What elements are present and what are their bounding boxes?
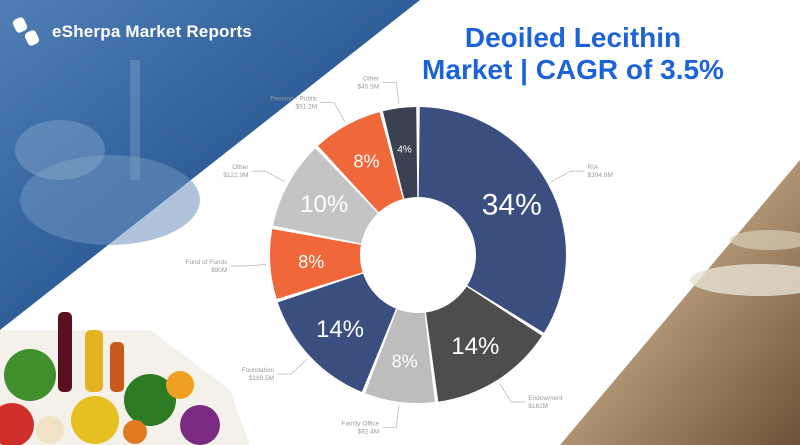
callout-name: Other <box>232 164 249 171</box>
slice-percent-label: 14% <box>451 333 499 360</box>
brand-name: eSherpa Market Reports <box>52 22 252 41</box>
page-title: Deoiled Lecithin Market | CAGR of 3.5% <box>408 22 738 86</box>
slice-percent-label: 10% <box>300 191 348 218</box>
esherpa-s-logo-icon <box>12 17 40 46</box>
callout-value: $169.5M <box>249 375 274 382</box>
callout-value: $90M <box>211 267 227 274</box>
callout-line <box>320 102 346 122</box>
callout-name: Foundation <box>242 367 275 374</box>
title-line-2: Market | CAGR of 3.5% <box>422 54 724 85</box>
donut-slice-8 <box>382 107 418 199</box>
callout-line <box>230 264 267 267</box>
donut-slice-6 <box>272 148 378 244</box>
callout-value: $91.2M <box>295 104 317 111</box>
slice-percent-label: 14% <box>316 316 364 343</box>
callout-value: $161M <box>528 403 548 410</box>
callout-value: $92.4M <box>358 429 380 436</box>
callout-name: Pension - Public <box>270 96 318 103</box>
callout-line <box>382 405 400 429</box>
right-photo-band <box>560 160 800 445</box>
donut-slice-5 <box>270 229 363 300</box>
donut-slice-1 <box>418 107 566 333</box>
brand-header: eSherpa Market Reports <box>10 12 252 52</box>
groceries-photo <box>0 312 250 445</box>
title-line-1: Deoiled Lecithin <box>464 22 682 53</box>
donut-slice-4 <box>277 273 397 392</box>
callout-line <box>277 358 308 375</box>
callout-value: $45.5M <box>358 83 380 90</box>
donut-slice-2 <box>425 286 542 402</box>
donut-slice-7 <box>317 112 403 213</box>
callout-name: Other <box>363 75 380 82</box>
callout-name: Family Office <box>341 421 379 428</box>
callout-name: Fund of Funds <box>185 259 228 266</box>
callout-line <box>382 81 400 105</box>
callout-line <box>551 170 585 183</box>
donut-slice-3 <box>365 309 435 403</box>
callout-line <box>499 383 526 403</box>
callout-value: $394.8M <box>587 172 612 179</box>
callout-name: Endowment <box>528 395 563 402</box>
slice-percent-label: 8% <box>353 152 379 172</box>
slice-percent-label: 4% <box>397 144 412 155</box>
callout-value: $122.9M <box>223 172 248 179</box>
slice-percent-label: 34% <box>482 188 542 221</box>
left-photo-band <box>0 0 420 330</box>
slice-percent-label: 8% <box>392 352 418 372</box>
slice-percent-label: 8% <box>298 252 324 272</box>
callout-name: RIA <box>587 164 599 171</box>
callout-line <box>251 170 285 183</box>
